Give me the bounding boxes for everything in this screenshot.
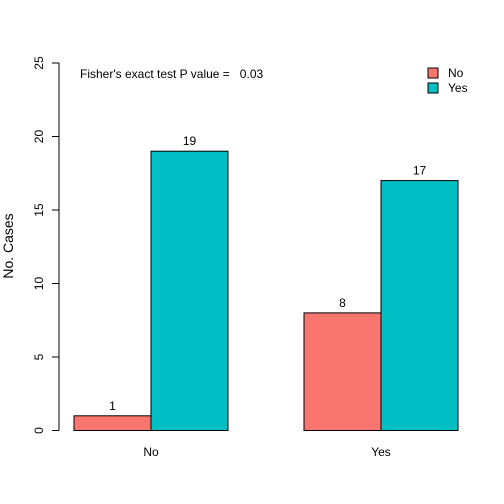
bar-no-yes <box>150 150 229 431</box>
legend-swatch-no <box>427 67 439 79</box>
bar-yes-no <box>303 312 382 431</box>
bar-value-label: 19 <box>183 134 197 148</box>
x-category-label: No <box>143 445 159 459</box>
legend-label-no: No <box>448 66 464 80</box>
y-tick-label: 20 <box>32 130 46 144</box>
data-labels: 1 19 8 17 <box>109 134 426 413</box>
y-axis: 0 5 10 15 20 25 <box>32 56 60 434</box>
bar-value-label: 8 <box>339 296 346 310</box>
y-tick-label: 0 <box>32 427 46 434</box>
y-tick-label: 15 <box>32 203 46 217</box>
y-tick-label: 10 <box>32 277 46 291</box>
legend-label-yes: Yes <box>448 81 468 95</box>
x-category-label: Yes <box>371 445 391 459</box>
bar-value-label: 1 <box>109 399 116 413</box>
y-tick-label: 25 <box>32 56 46 70</box>
y-tick-label: 5 <box>32 353 46 360</box>
bar-value-label: 17 <box>413 164 427 178</box>
legend-swatch-yes <box>427 82 439 94</box>
y-axis-label: No. Cases <box>0 213 16 278</box>
fisher-test-annotation: Fisher's exact test P value = 0.03 <box>80 67 263 81</box>
bars <box>73 150 459 431</box>
x-category-labels: No Yes <box>143 445 390 459</box>
bar-yes-yes <box>380 180 459 431</box>
bar-no-no <box>73 415 152 431</box>
